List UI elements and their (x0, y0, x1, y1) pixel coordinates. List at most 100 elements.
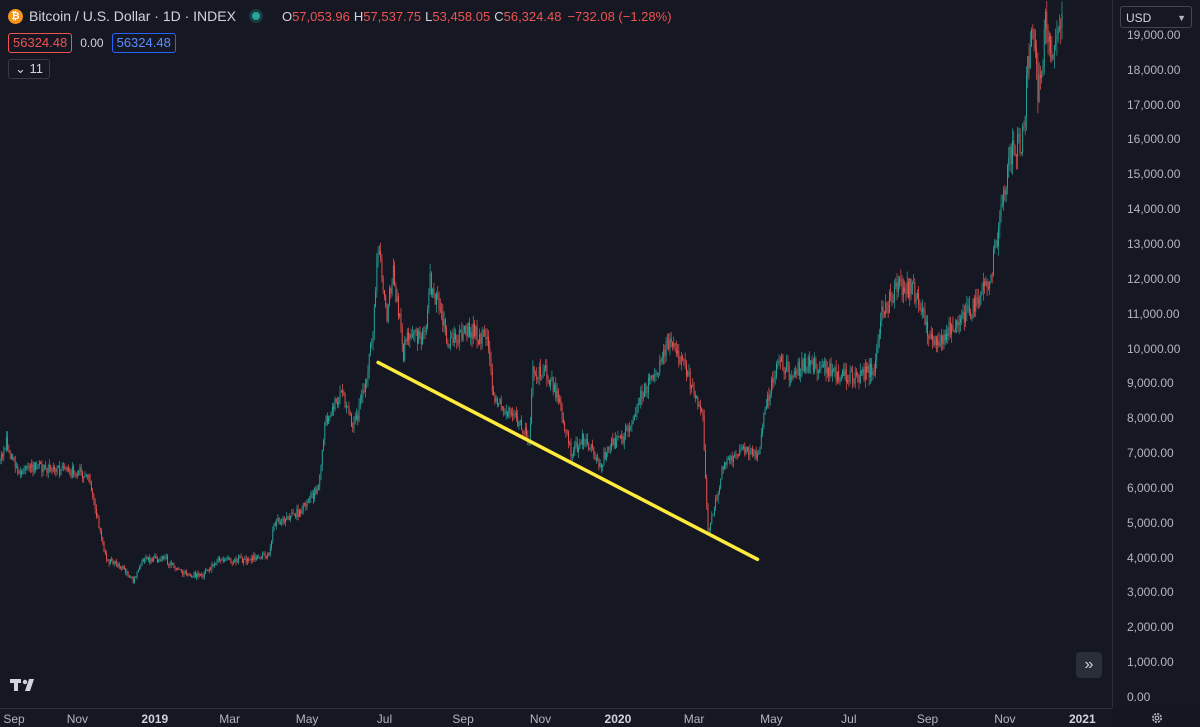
indicators-toggle-button[interactable]: ⌄ 11 (8, 59, 50, 79)
candle-body (1029, 56, 1030, 68)
sell-price-button[interactable]: 56324.48 (8, 33, 72, 53)
candle-body (110, 559, 111, 563)
candle-body (247, 559, 248, 563)
candle-body (82, 472, 83, 478)
candle-body (563, 418, 564, 423)
candle-body (675, 343, 676, 348)
candle-body (546, 365, 547, 380)
candle-body (916, 299, 917, 302)
candle-body (472, 332, 473, 338)
candle-body (290, 516, 291, 520)
trendline-drawing[interactable] (378, 362, 757, 559)
price-axis-label: 11,000.00 (1127, 307, 1180, 321)
candle-body (1027, 56, 1028, 75)
tradingview-logo-icon[interactable] (10, 677, 40, 693)
candle-body (267, 553, 268, 557)
candle-body (683, 359, 684, 360)
candle-body (228, 558, 229, 559)
candle-body (449, 347, 450, 348)
candle-body (813, 361, 814, 372)
candle-body (463, 333, 464, 340)
candle-body (865, 366, 866, 379)
buy-price-button[interactable]: 56324.48 (112, 33, 176, 53)
open-value: 57,053.96 (292, 9, 350, 24)
candle-body (938, 341, 939, 346)
candle-body (571, 443, 572, 456)
candle-body (798, 362, 799, 374)
candle-body (1030, 46, 1031, 68)
candle-body (144, 559, 145, 561)
candle-body (857, 375, 858, 376)
candle-body (225, 559, 226, 560)
candle-body (201, 574, 202, 575)
candle-body (435, 294, 436, 305)
candle-body (263, 553, 264, 554)
candle-body (720, 479, 721, 488)
candle-body (964, 312, 965, 322)
candle-body (420, 331, 421, 336)
candle-body (672, 342, 673, 346)
candle-body (291, 513, 292, 516)
candle-body (487, 337, 488, 339)
candle-body (590, 448, 591, 450)
candle-body (715, 499, 716, 508)
candle-body (219, 558, 220, 561)
candle-body (208, 570, 209, 572)
chevron-down-icon: ▼ (1177, 7, 1186, 29)
candle-body (1048, 30, 1049, 42)
candle-body (574, 445, 575, 451)
candle-body (551, 377, 552, 378)
candle-body (115, 561, 116, 562)
candle-body (507, 412, 508, 416)
candle-body (404, 340, 405, 361)
price-chart[interactable] (0, 0, 1112, 708)
candle-body (474, 324, 475, 337)
candle-body (977, 297, 978, 298)
candle-body (1040, 75, 1041, 78)
candle-body (548, 380, 549, 381)
candle-body (355, 418, 356, 419)
candle-body (76, 474, 77, 476)
candle-body (8, 450, 9, 451)
candle-body (501, 399, 502, 407)
candle-body (921, 309, 922, 312)
candle-body (172, 563, 173, 564)
candle-body (252, 558, 253, 560)
candle-body (432, 289, 433, 295)
candle-body (819, 369, 820, 371)
candle-body (536, 374, 537, 379)
candle-body (21, 471, 22, 474)
time-axis-label: May (760, 712, 783, 726)
candle-body (525, 428, 526, 434)
candle-body (878, 339, 879, 349)
candle-body (281, 522, 282, 523)
candle-body (473, 324, 474, 339)
gear-icon[interactable] (1150, 711, 1164, 725)
candle-body (631, 424, 632, 426)
candle-body (544, 369, 545, 372)
candle-body (238, 557, 239, 562)
candle-body (1018, 134, 1019, 135)
candle-body (526, 428, 527, 436)
candle-body (260, 557, 261, 558)
candle-body (298, 509, 299, 517)
time-axis-label: 2019 (141, 712, 168, 726)
candle-body (302, 510, 303, 514)
chart-area[interactable] (0, 0, 1112, 708)
candle-body (313, 493, 314, 498)
candle-body (365, 383, 366, 392)
candle-body (883, 307, 884, 312)
currency-select[interactable]: USD ▼ (1120, 6, 1192, 28)
scroll-to-realtime-button[interactable]: » (1076, 652, 1102, 678)
candle-body (619, 436, 620, 437)
candle-body (1015, 145, 1016, 155)
candle-body (621, 436, 622, 439)
candle-body (447, 343, 448, 347)
candle-body (185, 571, 186, 572)
candle-body (956, 321, 957, 328)
symbol-title[interactable]: Bitcoin / U.S. Dollar · 1D · INDEX (29, 8, 236, 24)
candle-body (466, 326, 467, 336)
candle-body (88, 475, 89, 479)
